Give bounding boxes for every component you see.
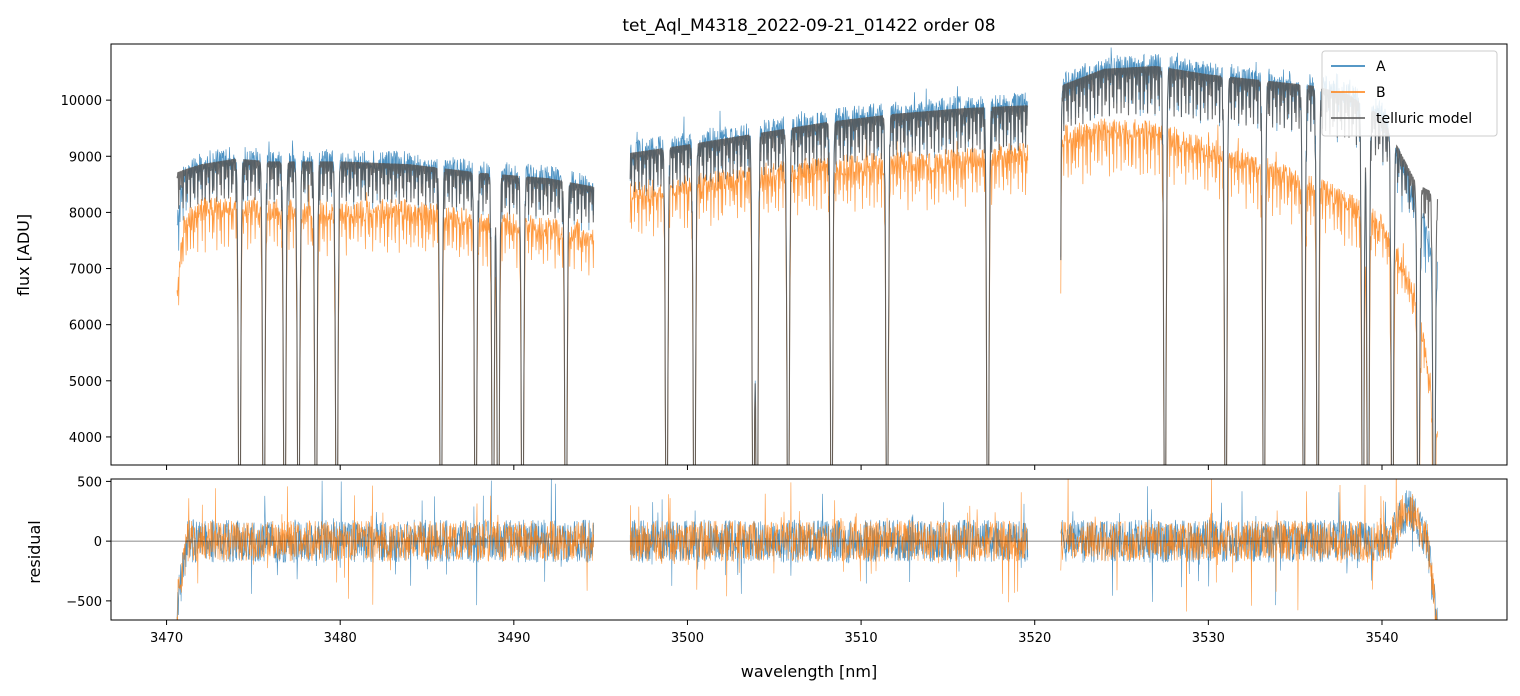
- flux-y-tick-label: 10000: [61, 94, 102, 109]
- residual-series-b-segment-1: [629, 482, 1029, 603]
- x-tick-label: 3480: [324, 631, 357, 646]
- flux-series-b-segment-2: [1060, 118, 1438, 465]
- flux-y-tick-label: 8000: [69, 206, 102, 221]
- residual-panel: −500 0 500 3470 3480 3490 3500 3510 3520 3530 354…: [25, 475, 1508, 681]
- residual-y-tick-label: 500: [77, 475, 102, 490]
- flux-y-tick-label: 6000: [69, 319, 102, 334]
- legend-label-a: A: [1376, 59, 1386, 75]
- x-tick-label: 3530: [1192, 631, 1225, 646]
- flux-y-tick-label: 4000: [69, 431, 102, 446]
- legend-frame: [1321, 50, 1498, 137]
- x-tick-label: 3470: [150, 631, 183, 646]
- flux-y-tick-label: 7000: [69, 263, 102, 278]
- x-tick-label: 3520: [1018, 631, 1051, 646]
- legend-label-b: B: [1376, 85, 1386, 101]
- x-axis-label: wavelength [nm]: [741, 662, 878, 681]
- flux-y-axis-label: flux [ADU]: [14, 214, 33, 296]
- x-tick-label: 3490: [497, 631, 530, 646]
- residual-y-tick-label: 0: [94, 535, 102, 550]
- residual-series-b-segment-2: [1060, 479, 1438, 620]
- flux-series-telluric-model-segment-1: [629, 105, 1029, 465]
- residual-series-b-segment-0: [176, 485, 594, 620]
- legend-label-telluric-model: telluric model: [1376, 111, 1472, 127]
- x-tick-label: 3500: [671, 631, 704, 646]
- flux-panel: 4000 5000 6000 7000 8000 9000 10000 flux [ADU]: [14, 43, 1508, 470]
- residual-y-axis-label: residual: [25, 520, 44, 583]
- flux-y-tick-label: 5000: [69, 375, 102, 390]
- residual-panel-frame: [110, 478, 1508, 621]
- flux-y-tick-label: 9000: [69, 150, 102, 165]
- x-tick-label: 3540: [1365, 631, 1398, 646]
- residual-y-tick-label: −500: [66, 595, 102, 610]
- flux-panel-frame: [110, 43, 1508, 466]
- chart-title: tet_Aql_M4318_2022-09-21_01422 order 08: [622, 16, 995, 36]
- flux-series-telluric-model-segment-0: [176, 157, 595, 465]
- x-tick-label: 3510: [845, 631, 878, 646]
